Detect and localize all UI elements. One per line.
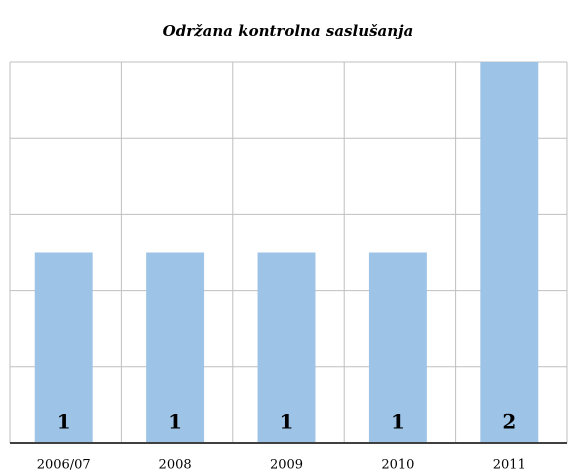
data-label: 1: [391, 410, 405, 434]
data-label: 1: [168, 410, 182, 434]
bar: [34, 252, 93, 443]
bar: [257, 252, 316, 443]
chart-title: Održana kontrolna saslušanja: [163, 22, 414, 40]
bar: [368, 252, 427, 443]
bar: [146, 252, 205, 443]
x-tick-label: 2011: [493, 458, 526, 473]
x-tick-label: 2006/07: [37, 458, 91, 473]
x-tick-label: 2009: [270, 458, 303, 473]
x-tick-label: 2010: [381, 458, 414, 473]
bar: [480, 62, 539, 443]
x-tick-label: 2008: [159, 458, 192, 473]
data-label: 1: [57, 410, 71, 434]
data-label: 2: [502, 410, 516, 434]
data-label: 1: [280, 410, 294, 434]
